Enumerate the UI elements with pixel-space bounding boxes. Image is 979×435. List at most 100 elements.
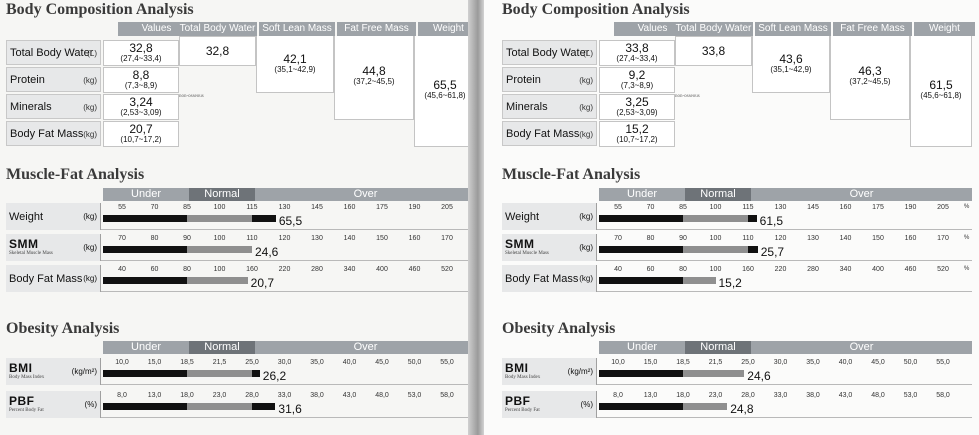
gauge-bar-under xyxy=(103,403,187,410)
gauge-tick-label: 460 xyxy=(408,266,421,273)
gauge-tick-label: 160 xyxy=(246,266,258,273)
gauge-tick-label: 205 xyxy=(441,204,453,211)
gauge-row: Weight (kg) 55 70 85 100 115 130 145 160 175 190 205… xyxy=(6,203,470,230)
gauge-row: BMI Body Mass Index (kg/m²) 10,0 15,0 18,5 21,… xyxy=(6,358,470,385)
total-body-water-cell: 33,8 xyxy=(675,36,752,66)
value-number: 3,25 xyxy=(625,95,649,109)
value-range: (2,53~3,09) xyxy=(616,108,658,117)
value-number: 61,5 xyxy=(929,78,953,92)
gauge-tick-label: 145 xyxy=(311,204,323,211)
percent-symbol: % xyxy=(964,204,970,210)
gauge-tick-label: 90 xyxy=(183,235,191,242)
gauge-bar-under xyxy=(599,370,683,377)
gauge-label-text: Weight xyxy=(505,211,540,223)
gauge-tick-label: 100 xyxy=(213,266,226,273)
gauge-tick-label: 220 xyxy=(278,266,291,273)
gauge-tick-label: 160 xyxy=(904,235,917,242)
gauge-tick-label: 100 xyxy=(709,235,722,242)
gauge-unit: (kg) xyxy=(83,243,97,252)
gauge-tick-label: 100 xyxy=(709,266,722,273)
gauge-row: BMI Body Mass Index (kg/m²) 10,0 15,0 18,5 21,… xyxy=(502,358,972,385)
gauge-tick-label: 100 xyxy=(709,204,722,211)
soft-lean-mass-cell: 42,1 (35,1~42,9) xyxy=(256,36,334,93)
band-under: Under xyxy=(599,341,685,354)
row-label-1: Protein (kg) xyxy=(502,67,597,92)
body-composition-title: Body Composition Analysis xyxy=(6,1,194,18)
muscle-fat-title: Muscle-Fat Analysis xyxy=(502,166,641,183)
value-range: (37,2~45,5) xyxy=(849,77,891,86)
gauge-label: Weight (kg) xyxy=(6,203,101,230)
band-under: Under xyxy=(103,341,189,354)
gauge-tick-label: 110 xyxy=(246,235,258,242)
gauge-sublabel: Percent Body Fat xyxy=(505,408,540,413)
band-normal: Normal xyxy=(189,341,255,354)
weight-cell: 65,5 (45,6~61,8) xyxy=(414,36,470,147)
gauge-tick-label: 100 xyxy=(213,204,226,211)
gauge-label-text: BMI xyxy=(9,361,33,375)
gauge-value: 26,2 xyxy=(262,369,287,383)
gauge-tick-label: 18,5 xyxy=(676,359,690,366)
gauge-tick-label: 10,0 xyxy=(115,359,129,366)
gauge-label-text: SMM xyxy=(505,237,535,251)
gauge-tick-label: 160 xyxy=(839,204,852,211)
gauge-sublabel: Skeletal Muscle Mass xyxy=(9,251,53,256)
gauge-bar-over xyxy=(252,215,276,222)
gauge-tick-label: 520 xyxy=(441,266,453,273)
gauge-value: 65,5 xyxy=(278,214,303,228)
gauge-tick-label: 80 xyxy=(150,235,159,242)
gauge-bar-under xyxy=(599,277,683,284)
gauge-tick-label: 60 xyxy=(646,266,655,273)
gauge-unit: (kg/m²) xyxy=(567,367,593,376)
band-over: Over xyxy=(255,188,470,201)
value-cell-0: 32,8 (27,4~33,4) xyxy=(103,40,179,66)
band-over: Over xyxy=(751,188,972,201)
band-normal: Normal xyxy=(685,188,751,201)
value-range: (35,1~42,9) xyxy=(274,65,316,74)
gauge-row: PBF Percent Body Fat (%) 8,0 13,0 18,0 23,0 28,… xyxy=(502,391,972,418)
gauge-tick-label: 80 xyxy=(679,266,687,273)
gauge-unit: (kg) xyxy=(579,274,593,283)
gauge-bar-normal xyxy=(683,370,745,377)
obesity-title: Obesity Analysis xyxy=(6,320,120,337)
gauge-bar-over xyxy=(252,370,260,377)
gauge-value: 61,5 xyxy=(759,214,784,228)
value-cell-3: 15,2 (10,7~17,2) xyxy=(599,121,675,147)
value-range: (35,1~42,9) xyxy=(770,65,812,74)
table-header-4: Weight xyxy=(914,22,975,36)
gauge-tick-label: 43,0 xyxy=(342,392,357,399)
band-normal: Normal xyxy=(189,188,255,201)
row-label-3: Body Fat Mass (kg) xyxy=(6,121,101,146)
gauge-tick-label: 190 xyxy=(904,204,917,211)
gauge-tick-label: 43,0 xyxy=(838,392,853,399)
soft-lean-mass-cell: 43,6 (35,1~42,9) xyxy=(752,36,830,93)
gauge-tick-label: 33,0 xyxy=(277,392,292,399)
left-page: Body Composition Analysis Values Total Bod… xyxy=(0,0,470,435)
gauge-tick-label: 53,0 xyxy=(903,392,918,399)
gauge-sublabel: Body Mass Index xyxy=(9,375,45,380)
gauge-tick-label: 90 xyxy=(679,235,687,242)
value-number: 15,2 xyxy=(625,122,649,136)
book-fold xyxy=(468,0,486,435)
gauge-tick-label: 70 xyxy=(646,204,655,211)
gauge-tick-label: 150 xyxy=(376,235,388,242)
table-header-1: Total Body Water xyxy=(178,22,257,36)
gauge-value: 15,2 xyxy=(718,276,742,290)
value-number: 3,24 xyxy=(129,95,153,109)
gauge-tick-label: 400 xyxy=(872,266,884,273)
row-unit: (kg) xyxy=(83,76,97,85)
value-cell-0: 33,8 (27,4~33,4) xyxy=(599,40,675,66)
gauge-tick-label: 33,0 xyxy=(773,392,788,399)
value-number: 44,8 xyxy=(362,64,386,78)
gauge-tick-label: 28,0 xyxy=(245,392,259,399)
value-range: (7,3~8,9) xyxy=(124,81,158,90)
gauge-tick-label: 130 xyxy=(774,204,787,211)
gauge-tick-label: 45,0 xyxy=(871,359,885,366)
value-range: (37,2~45,5) xyxy=(353,77,395,86)
gauge-unit: (%) xyxy=(84,400,97,409)
value-cell-2: 3,24 (2,53~3,09) xyxy=(103,94,179,120)
gauge-tick-label: 280 xyxy=(311,266,323,273)
gauge-label: BMI Body Mass Index (kg/m²) xyxy=(502,358,597,385)
gauge-sublabel: Skeletal Muscle Mass xyxy=(505,251,549,256)
band-normal: Normal xyxy=(685,341,751,354)
gauge-tick-label: 40,0 xyxy=(838,359,853,366)
